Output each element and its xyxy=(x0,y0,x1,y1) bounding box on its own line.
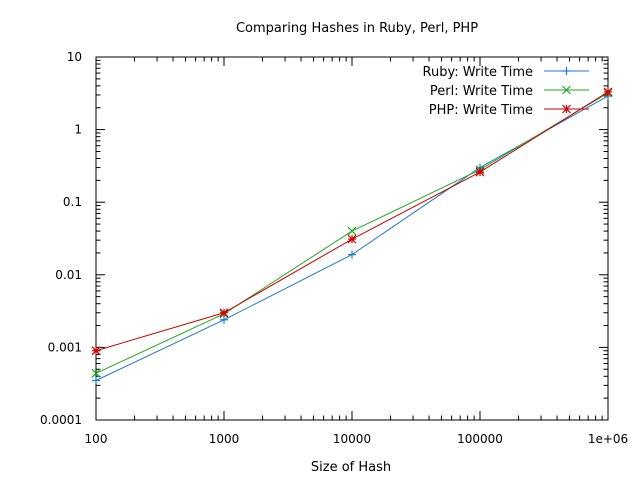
data-point xyxy=(475,167,485,177)
data-point xyxy=(603,87,613,97)
x-tick-label: 100 xyxy=(85,432,108,446)
legend-marker xyxy=(562,85,571,95)
series-1 xyxy=(91,88,613,378)
legend-marker xyxy=(562,104,571,114)
y-tick-label: 0.001 xyxy=(48,340,82,354)
data-point xyxy=(347,234,357,244)
marker-stroke xyxy=(91,368,101,378)
data-point xyxy=(92,376,100,385)
legend-label: Perl: Write Time xyxy=(430,84,533,99)
x-axis-label: Size of Hash xyxy=(311,460,391,475)
data-point xyxy=(348,250,356,259)
x-tick-label: 100000 xyxy=(457,432,503,446)
x-tick-label: 10000 xyxy=(333,432,371,446)
y-tick-label: 1 xyxy=(74,123,82,137)
series-line xyxy=(95,91,609,352)
marker-stroke xyxy=(347,226,357,236)
axes: 0.0001 0.001 0.01 0.1 1 10 100 1000 10000 100000 1… xyxy=(40,50,628,446)
x-tick-label: 1000 xyxy=(209,432,240,446)
marker-stroke xyxy=(91,346,101,356)
legend-label: PHP: Write Time xyxy=(429,103,533,118)
marker-stroke xyxy=(219,308,229,318)
series-2 xyxy=(91,87,613,356)
data-point xyxy=(91,346,101,356)
data-point xyxy=(347,226,357,236)
marker-stroke xyxy=(475,167,485,177)
marker-stroke xyxy=(347,234,357,244)
data-point xyxy=(91,368,101,378)
y-tick-label: 0.01 xyxy=(55,268,82,282)
legend-marker xyxy=(562,67,571,75)
marker-stroke xyxy=(603,87,613,97)
y-tick-label: 0.1 xyxy=(63,195,82,209)
series-line xyxy=(95,92,609,374)
data-point xyxy=(220,315,228,324)
y-tick-label: 0.0001 xyxy=(40,413,82,427)
legend-label: Ruby: Write Time xyxy=(423,65,533,80)
marker-stroke xyxy=(562,104,571,114)
marker-stroke xyxy=(562,85,571,95)
x-tick-label: 1e+06 xyxy=(588,432,628,446)
series-layer xyxy=(91,87,613,385)
y-tick-label: 10 xyxy=(67,50,82,64)
data-point xyxy=(219,308,229,318)
chart-title: Comparing Hashes in Ruby, Perl, PHP xyxy=(236,21,478,36)
legend: Ruby: Write Time Perl: Write Time PHP: Wri… xyxy=(423,65,589,118)
